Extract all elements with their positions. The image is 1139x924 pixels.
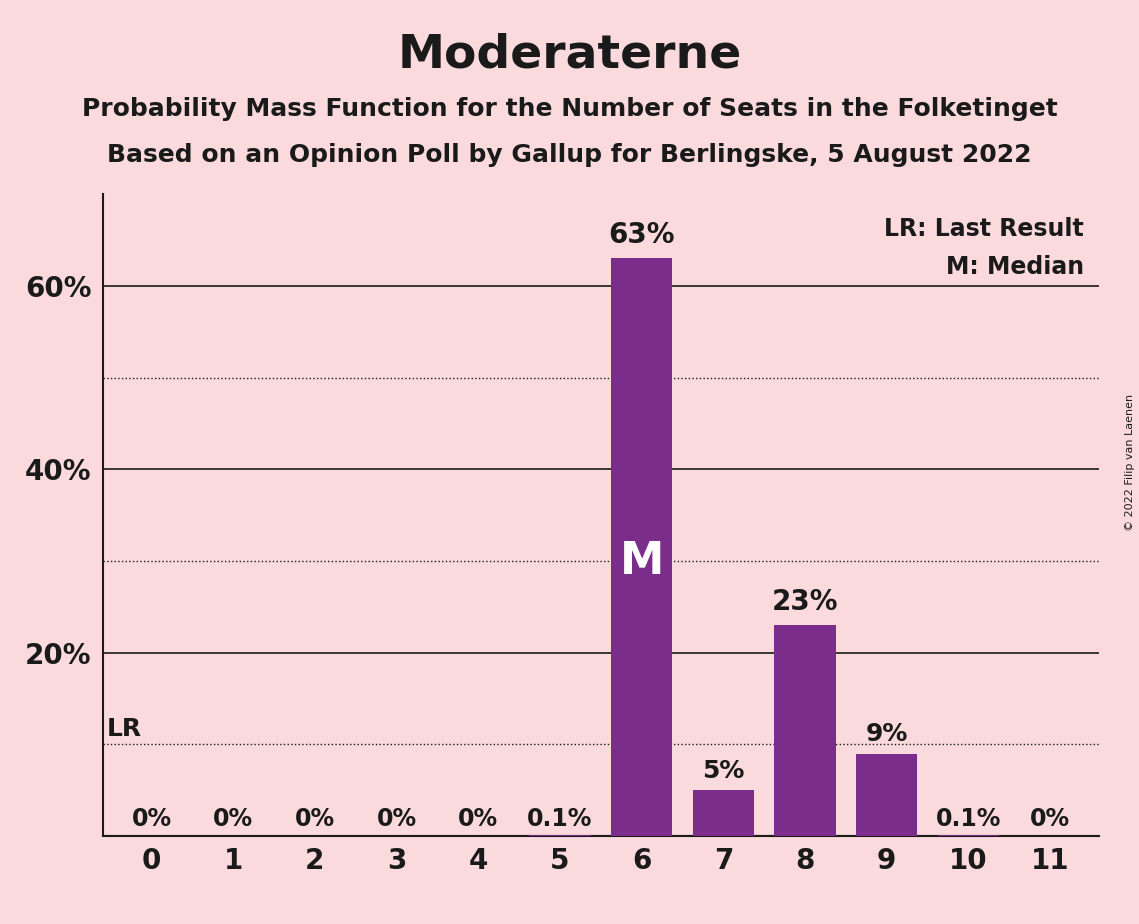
Text: 9%: 9% <box>866 723 908 747</box>
Text: 0%: 0% <box>458 807 499 831</box>
Text: 0.1%: 0.1% <box>936 807 1001 831</box>
Text: LR: LR <box>107 717 141 741</box>
Text: M: Median: M: Median <box>947 255 1084 279</box>
Text: 0%: 0% <box>1030 807 1071 831</box>
Text: 0%: 0% <box>377 807 417 831</box>
Text: Probability Mass Function for the Number of Seats in the Folketinget: Probability Mass Function for the Number… <box>82 97 1057 121</box>
Bar <box>611 258 672 836</box>
Text: 23%: 23% <box>772 588 838 616</box>
Text: 5%: 5% <box>702 759 745 783</box>
Text: LR: Last Result: LR: Last Result <box>885 216 1084 240</box>
Text: 0%: 0% <box>131 807 172 831</box>
Text: 63%: 63% <box>608 221 675 249</box>
Text: 0%: 0% <box>295 807 335 831</box>
Text: © 2022 Filip van Laenen: © 2022 Filip van Laenen <box>1125 394 1134 530</box>
Text: 0.1%: 0.1% <box>527 807 592 831</box>
Text: Moderaterne: Moderaterne <box>398 32 741 78</box>
Text: M: M <box>620 540 664 582</box>
Bar <box>775 626 836 836</box>
Bar <box>693 790 754 836</box>
Bar <box>857 754 917 836</box>
Text: Based on an Opinion Poll by Gallup for Berlingske, 5 August 2022: Based on an Opinion Poll by Gallup for B… <box>107 143 1032 167</box>
Text: 0%: 0% <box>213 807 253 831</box>
